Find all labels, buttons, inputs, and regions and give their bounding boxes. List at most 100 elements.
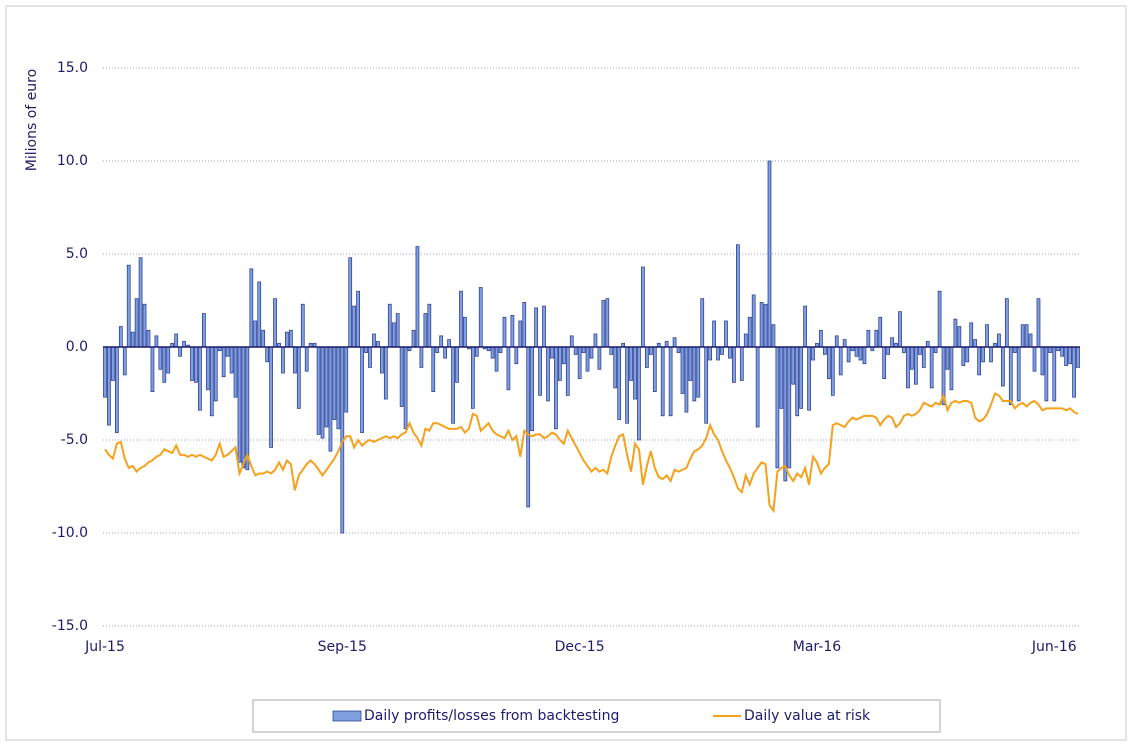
bar	[866, 329, 871, 348]
bar	[534, 307, 538, 348]
bar	[498, 346, 503, 353]
bar	[304, 346, 309, 372]
bar	[652, 346, 657, 392]
bar	[348, 257, 353, 348]
bar	[838, 346, 843, 376]
bar	[490, 346, 495, 359]
line	[104, 392, 1079, 514]
bar	[459, 290, 463, 348]
bar	[225, 346, 230, 357]
bar	[668, 346, 673, 417]
bar	[107, 346, 111, 426]
bar	[937, 290, 942, 348]
bar	[795, 346, 800, 417]
bar	[645, 346, 649, 368]
bar	[550, 346, 554, 359]
bar	[605, 298, 610, 348]
bar	[257, 281, 262, 348]
bar	[886, 346, 891, 355]
bar	[146, 329, 151, 348]
bar	[712, 320, 716, 348]
bar	[791, 346, 796, 385]
bar	[506, 346, 511, 391]
bar	[933, 346, 938, 353]
bar	[205, 346, 210, 391]
bar	[660, 346, 665, 417]
bar	[767, 160, 772, 348]
bar	[289, 329, 293, 348]
bar	[126, 264, 131, 348]
bar	[447, 339, 451, 348]
bar	[846, 346, 851, 363]
bar	[981, 346, 985, 363]
bar	[122, 346, 127, 376]
y-axis-label: Milions of euro	[24, 69, 40, 171]
bar	[154, 335, 159, 348]
bar	[692, 346, 697, 402]
bar	[316, 346, 321, 435]
bar	[403, 346, 408, 430]
bar	[387, 303, 392, 348]
bar	[648, 346, 653, 355]
bar	[597, 346, 602, 370]
bar	[1048, 346, 1053, 353]
bar	[921, 346, 926, 368]
bar	[269, 346, 273, 448]
y-tick-label: 10.0	[57, 153, 88, 169]
bar	[735, 244, 740, 348]
bar	[779, 346, 784, 409]
bar	[573, 346, 578, 355]
bar	[775, 346, 780, 469]
bar	[925, 341, 930, 348]
bar	[589, 346, 594, 359]
bar	[985, 324, 989, 348]
bar	[1076, 346, 1080, 368]
bar	[111, 346, 115, 381]
bar	[799, 346, 803, 409]
bar	[898, 311, 902, 348]
bar	[755, 346, 760, 428]
bar	[474, 346, 479, 357]
bar	[601, 300, 606, 348]
bar	[1072, 346, 1076, 398]
bar	[352, 305, 357, 348]
bar	[929, 346, 934, 389]
bar	[478, 287, 483, 348]
bar	[134, 298, 139, 348]
bar	[368, 346, 372, 368]
bar	[1001, 346, 1005, 387]
bar	[324, 346, 329, 428]
bar	[103, 346, 107, 398]
bar	[399, 346, 404, 407]
legend-label: Daily profits/losses from backtesting	[364, 708, 619, 724]
bar	[581, 346, 586, 353]
y-tick-label: 0.0	[66, 339, 88, 355]
bar	[704, 346, 709, 424]
x-tick-label: Mar-16	[793, 639, 841, 655]
bar	[439, 335, 444, 348]
bar	[906, 346, 910, 389]
bar	[732, 346, 736, 383]
bar	[854, 346, 859, 357]
bar	[431, 346, 436, 392]
bar	[862, 346, 867, 365]
bar	[708, 346, 713, 361]
legend-swatch	[332, 710, 362, 722]
bar	[807, 346, 811, 411]
bar	[672, 337, 677, 348]
bar	[265, 346, 270, 363]
bar	[1068, 346, 1072, 365]
bar	[1060, 346, 1065, 357]
bar	[1008, 346, 1013, 406]
y-tick-label: 5.0	[66, 246, 88, 262]
bar	[395, 313, 400, 348]
bar	[190, 346, 194, 381]
bar	[819, 329, 823, 348]
bar	[546, 346, 550, 402]
bar	[221, 346, 226, 378]
bar	[826, 346, 831, 379]
bar	[728, 346, 732, 359]
bar	[249, 268, 254, 348]
